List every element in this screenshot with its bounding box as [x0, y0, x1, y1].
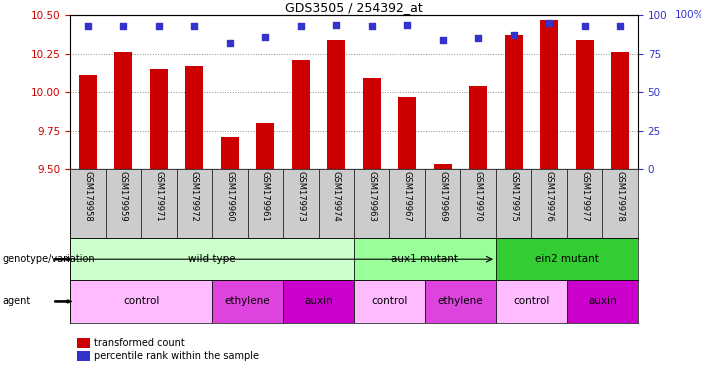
Text: wild type: wild type: [189, 254, 236, 264]
Bar: [283, 280, 354, 323]
Text: genotype/variation: genotype/variation: [2, 254, 95, 264]
Point: [543, 20, 554, 26]
Text: percentile rank within the sample: percentile rank within the sample: [94, 351, 259, 361]
Title: GDS3505 / 254392_at: GDS3505 / 254392_at: [285, 1, 423, 14]
Text: control: control: [123, 296, 159, 306]
Point: [402, 22, 413, 28]
Text: GSM179978: GSM179978: [615, 171, 625, 222]
Bar: [354, 280, 425, 323]
Text: GSM179975: GSM179975: [509, 171, 518, 222]
Text: GSM179958: GSM179958: [83, 171, 93, 222]
Bar: [567, 280, 638, 323]
Point: [472, 35, 484, 41]
Text: GSM179973: GSM179973: [297, 171, 305, 222]
Text: control: control: [513, 296, 550, 306]
Point: [224, 40, 236, 46]
Text: GSM179974: GSM179974: [332, 171, 341, 222]
Bar: [505, 35, 522, 169]
Point: [82, 23, 93, 29]
Text: GSM179959: GSM179959: [119, 171, 128, 222]
Text: GSM179971: GSM179971: [154, 171, 163, 222]
Bar: [363, 78, 381, 169]
Bar: [186, 66, 203, 169]
Text: agent: agent: [2, 296, 30, 306]
Bar: [292, 60, 310, 169]
Text: GSM179963: GSM179963: [367, 171, 376, 222]
Text: GSM179977: GSM179977: [580, 171, 589, 222]
Bar: [434, 164, 451, 169]
Text: GSM179960: GSM179960: [225, 171, 234, 222]
Bar: [79, 75, 97, 169]
Text: GSM179967: GSM179967: [403, 171, 411, 222]
Point: [118, 23, 129, 29]
Bar: [496, 238, 638, 280]
Point: [615, 23, 626, 29]
Point: [189, 23, 200, 29]
Text: GSM179961: GSM179961: [261, 171, 270, 222]
Bar: [398, 97, 416, 169]
Bar: [354, 238, 496, 280]
Bar: [576, 40, 594, 169]
Point: [154, 23, 165, 29]
Bar: [496, 280, 567, 323]
Bar: [540, 20, 558, 169]
Text: aux1 mutant: aux1 mutant: [391, 254, 458, 264]
Text: GSM179976: GSM179976: [545, 171, 554, 222]
Bar: [114, 52, 132, 169]
Bar: [70, 280, 212, 323]
Text: GSM179972: GSM179972: [190, 171, 199, 222]
Text: ethylene: ethylene: [225, 296, 271, 306]
Text: GSM179969: GSM179969: [438, 171, 447, 222]
Point: [366, 23, 377, 29]
Point: [295, 23, 306, 29]
Text: ethylene: ethylene: [437, 296, 483, 306]
Text: auxin: auxin: [304, 296, 333, 306]
Bar: [212, 280, 283, 323]
Bar: [470, 86, 487, 169]
Bar: [70, 238, 354, 280]
Text: GSM179970: GSM179970: [474, 171, 483, 222]
Text: ein2 mutant: ein2 mutant: [535, 254, 599, 264]
Point: [437, 37, 449, 43]
Text: 100%: 100%: [675, 10, 701, 20]
Text: auxin: auxin: [588, 296, 617, 306]
Point: [331, 22, 342, 28]
Bar: [257, 123, 274, 169]
Point: [579, 23, 590, 29]
Bar: [425, 280, 496, 323]
Bar: [150, 69, 168, 169]
Bar: [327, 40, 345, 169]
Bar: [611, 52, 629, 169]
Text: control: control: [372, 296, 408, 306]
Bar: [221, 137, 238, 169]
Point: [259, 34, 271, 40]
Text: transformed count: transformed count: [94, 338, 184, 348]
Point: [508, 32, 519, 38]
